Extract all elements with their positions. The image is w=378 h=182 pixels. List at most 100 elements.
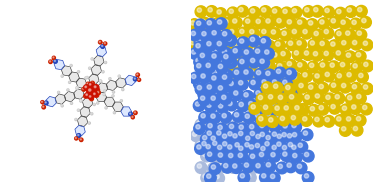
Circle shape [361,83,373,94]
Circle shape [200,29,211,41]
Circle shape [265,50,269,54]
Circle shape [213,173,225,182]
Circle shape [285,88,297,100]
Circle shape [201,69,206,73]
Circle shape [249,50,260,62]
Circle shape [75,118,77,120]
Circle shape [342,106,347,110]
Circle shape [290,72,302,84]
Circle shape [272,103,277,108]
Circle shape [248,7,260,18]
Circle shape [215,18,227,29]
Circle shape [295,162,307,174]
Circle shape [317,82,329,94]
Circle shape [337,31,341,36]
Circle shape [284,106,288,110]
Circle shape [313,72,324,83]
Circle shape [272,80,277,84]
Circle shape [206,122,217,133]
Circle shape [193,100,205,111]
Circle shape [258,121,270,133]
Circle shape [263,60,275,72]
Circle shape [218,58,222,63]
Circle shape [88,122,90,124]
Circle shape [193,72,205,83]
Circle shape [131,116,134,119]
Circle shape [301,71,313,82]
Circle shape [68,81,71,83]
Circle shape [221,89,233,101]
Circle shape [53,57,54,58]
Circle shape [242,165,246,169]
Circle shape [215,72,227,83]
Circle shape [212,40,217,44]
Circle shape [222,95,226,100]
Circle shape [86,82,90,86]
Circle shape [138,78,141,81]
Circle shape [314,7,318,12]
Circle shape [252,120,257,124]
Circle shape [206,63,211,68]
Circle shape [205,150,217,162]
Circle shape [297,41,301,45]
Circle shape [224,62,228,67]
Circle shape [278,114,290,126]
Circle shape [281,7,293,19]
Circle shape [240,142,245,146]
Circle shape [294,51,299,55]
Circle shape [252,163,256,168]
Circle shape [246,136,250,141]
Circle shape [287,70,291,75]
Circle shape [235,132,239,136]
Circle shape [240,163,251,174]
Circle shape [217,20,222,24]
Circle shape [104,62,107,64]
Circle shape [85,77,87,79]
Circle shape [118,75,120,77]
Circle shape [199,72,211,84]
Circle shape [318,18,329,29]
Circle shape [345,31,350,35]
Circle shape [240,174,245,178]
Circle shape [258,130,270,142]
Circle shape [217,10,222,14]
Circle shape [250,154,255,159]
Circle shape [317,104,329,115]
Circle shape [209,134,221,146]
Circle shape [88,89,91,91]
Circle shape [341,127,346,131]
Circle shape [50,61,51,62]
Circle shape [223,71,228,76]
Circle shape [267,132,272,136]
Circle shape [248,27,259,39]
Circle shape [231,132,242,143]
Circle shape [353,126,358,131]
Circle shape [189,48,201,60]
Circle shape [328,61,340,73]
Circle shape [129,112,133,116]
Circle shape [197,85,201,90]
Circle shape [206,82,211,87]
Circle shape [99,40,102,44]
Circle shape [315,94,319,98]
Circle shape [134,78,135,79]
Circle shape [297,20,302,24]
Circle shape [277,64,282,68]
Circle shape [280,130,291,142]
Circle shape [211,68,222,80]
Circle shape [270,130,282,142]
Circle shape [335,94,339,99]
Circle shape [136,73,139,77]
Circle shape [85,93,90,98]
Circle shape [211,48,222,59]
Circle shape [268,95,273,99]
Circle shape [209,94,221,106]
Circle shape [244,163,249,167]
Circle shape [344,51,356,63]
Circle shape [325,8,329,13]
Circle shape [215,143,227,155]
Circle shape [208,8,212,12]
Circle shape [253,47,265,59]
Circle shape [199,60,211,71]
Circle shape [91,81,94,85]
